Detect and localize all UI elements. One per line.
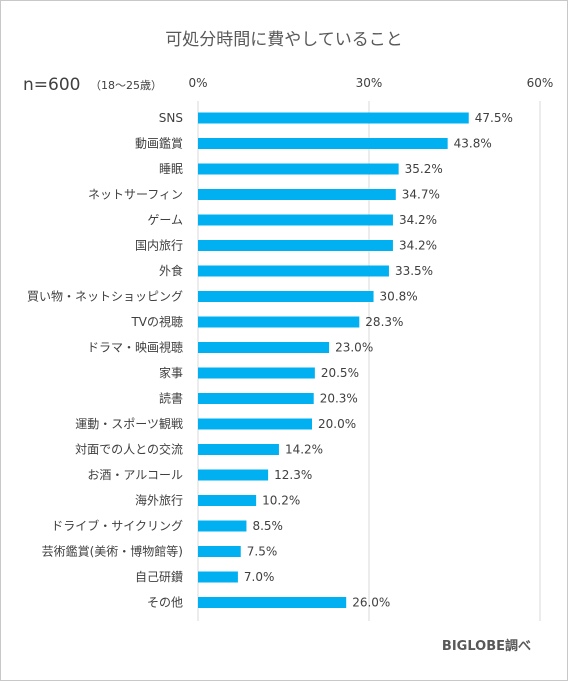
bar: [198, 112, 469, 124]
x-tick-label: 0%: [188, 76, 207, 90]
value-label: 20.3%: [320, 392, 358, 406]
category-label: 国内旅行: [135, 239, 183, 253]
grid-lines: [197, 101, 541, 621]
category-label: ドラマ・映画視聴: [87, 340, 183, 355]
sample-note: （18～25歳）: [90, 79, 162, 92]
category-label: 家事: [159, 365, 183, 380]
category-label: 海外旅行: [135, 493, 183, 508]
bar: [198, 469, 269, 481]
value-label: 34.2%: [399, 239, 437, 253]
value-label: 34.7%: [402, 188, 440, 202]
x-tick-label: 30%: [356, 76, 383, 90]
bar: [198, 265, 389, 277]
value-label: 30.8%: [380, 290, 418, 304]
category-label: 読書: [159, 391, 183, 406]
category-label: 運動・スポーツ観戦: [75, 417, 183, 431]
sample-size: n=600: [23, 75, 80, 95]
category-label: 動画鑑賞: [135, 136, 183, 151]
bar: [198, 291, 374, 302]
chart-title: 可処分時間に費やしていること: [165, 30, 403, 50]
x-tick-labels: 0% 30% 60%: [188, 76, 553, 90]
category-label: 対面での人との交流: [75, 442, 183, 457]
value-label: 28.3%: [365, 315, 403, 329]
value-label: 47.5%: [475, 111, 513, 125]
bar: [198, 393, 314, 404]
bar: [198, 520, 247, 532]
value-label: 43.8%: [454, 137, 492, 151]
bar: [198, 342, 330, 353]
source-note: BIGLOBE調べ: [442, 638, 531, 654]
bar: [198, 495, 257, 506]
bar: [198, 571, 238, 583]
bar: [198, 546, 241, 557]
category-label: お酒・アルコール: [87, 468, 183, 482]
value-label: 20.5%: [321, 366, 359, 380]
bar: [198, 189, 396, 200]
bar: [198, 444, 279, 455]
value-label: 34.2%: [399, 213, 437, 227]
bar: [198, 418, 312, 430]
value-label: 14.2%: [285, 443, 323, 457]
value-label: 7.0%: [244, 570, 275, 584]
category-label: ネットサーフィン: [88, 188, 183, 202]
bar: [198, 367, 315, 379]
category-label: 外食: [159, 263, 183, 278]
category-label: 睡眠: [159, 162, 183, 176]
value-label: 23.0%: [335, 341, 373, 355]
category-label: TVの視聴: [130, 314, 183, 329]
value-label: 20.0%: [318, 417, 356, 431]
category-label: 買い物・ネットショッピング: [27, 290, 183, 304]
bar: [198, 138, 448, 149]
bar: [198, 163, 399, 175]
value-label: 7.5%: [247, 545, 278, 559]
bars: [198, 112, 469, 608]
category-label: その他: [147, 596, 183, 610]
category-label: ドライブ・サイクリング: [51, 518, 183, 533]
bar: [198, 316, 360, 328]
bar: [198, 214, 393, 226]
value-label: 10.2%: [262, 494, 300, 508]
value-label: 35.2%: [405, 162, 443, 176]
value-label: 33.5%: [395, 264, 433, 278]
category-label: ゲーム: [147, 213, 183, 227]
bar: [198, 240, 393, 251]
value-label: 8.5%: [252, 519, 283, 533]
category-label: 芸術鑑賞(美術・博物館等): [42, 544, 183, 559]
value-labels: 47.5% 43.8% 35.2% 34.7% 34.2% 34.2% 33.5% 30.8%…: [244, 111, 513, 610]
category-label: SNS: [159, 111, 183, 125]
x-tick-label: 60%: [527, 76, 554, 90]
value-label: 26.0%: [352, 596, 390, 610]
value-label: 12.3%: [274, 468, 312, 482]
category-label: 自己研鑽: [135, 569, 183, 584]
bar: [198, 597, 347, 608]
